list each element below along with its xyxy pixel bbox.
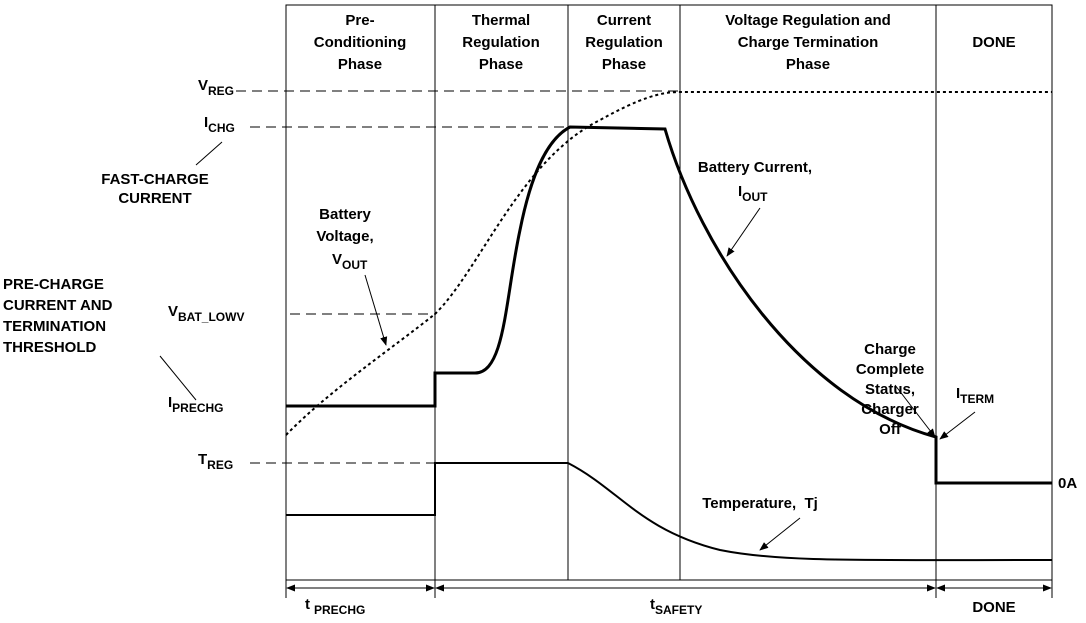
level-label: VREG — [198, 77, 234, 98]
phase-label: Phase — [602, 56, 646, 73]
label-main: t — [305, 596, 310, 613]
battery-voltage-curve — [285, 91, 1052, 436]
timing-label: DONE — [972, 599, 1015, 616]
annotation: Battery — [319, 206, 371, 223]
label-sub: TERM — [960, 392, 994, 406]
label-sub: SAFETY — [655, 603, 702, 617]
annotation: Status, — [865, 381, 915, 398]
label-sub: OUT — [742, 190, 768, 204]
timing-label: t PRECHG — [305, 596, 365, 617]
label-main: I — [956, 385, 960, 402]
annotation: THRESHOLD — [3, 339, 97, 356]
label-main: I — [204, 114, 208, 131]
battery-current-curve — [286, 125, 1052, 485]
annotation: Voltage, — [316, 228, 373, 245]
phase-label: Phase — [479, 56, 523, 73]
annotation: Temperature, Tj — [702, 495, 818, 512]
label-sub: OUT — [342, 258, 368, 272]
phase-label: Regulation — [462, 34, 540, 51]
annotation: Charger — [861, 401, 919, 418]
label-sub: PRECHG — [314, 603, 365, 617]
leaders — [159, 141, 976, 551]
annotation: TERMINATION — [3, 318, 106, 335]
level-label: ICHG — [204, 114, 235, 135]
label-sub: REG — [208, 84, 234, 98]
phase-label: Phase — [338, 56, 382, 73]
annotation: Charge — [864, 341, 916, 358]
label-sub: PRECHG — [172, 401, 223, 415]
timing-arrows — [285, 578, 1053, 598]
temperature-curve — [286, 462, 1053, 562]
label-sub: REG — [207, 458, 233, 472]
phase-label: DONE — [972, 34, 1015, 51]
level-label: IPRECHG — [168, 394, 224, 415]
phase-label: Voltage Regulation and — [725, 12, 891, 29]
label-main: V — [198, 77, 208, 94]
annotation: Off — [879, 421, 902, 438]
level-label: TREG — [198, 451, 233, 472]
phase-label: Phase — [786, 56, 830, 73]
level-label: VBAT_LOWV — [168, 303, 244, 324]
annotation: CURRENT AND — [3, 297, 113, 314]
phase-label: Regulation — [585, 34, 663, 51]
annotation: PRE-CHARGE — [3, 276, 104, 293]
phase-label: Thermal — [472, 12, 530, 29]
level-label: 0A — [1058, 475, 1077, 492]
timing-label: tSAFETY — [650, 596, 702, 617]
label-main: t — [650, 596, 655, 613]
annotation: Battery Current, — [698, 159, 812, 176]
annotation: CURRENT — [118, 190, 191, 207]
label-sub: CHG — [208, 121, 235, 135]
phase-label: Charge Termination — [738, 34, 879, 51]
phase-labels: Pre- Conditioning Phase Thermal Regulati… — [314, 12, 1016, 73]
annotation: IOUT — [738, 183, 768, 204]
phase-label: Conditioning — [314, 34, 406, 51]
label-main: I — [168, 394, 172, 411]
annotation: FAST-CHARGE — [101, 171, 209, 188]
annotation: VOUT — [332, 251, 368, 272]
label-main: I — [738, 183, 742, 200]
label-main: V — [332, 251, 342, 268]
phase-label: Current — [597, 12, 651, 29]
label-main: T — [198, 451, 207, 468]
label-main: V — [168, 303, 178, 320]
level-label: ITERM — [956, 385, 994, 406]
phase-label: Pre- — [345, 12, 374, 29]
annotation: Complete — [856, 361, 924, 378]
label-sub: BAT_LOWV — [178, 310, 244, 324]
